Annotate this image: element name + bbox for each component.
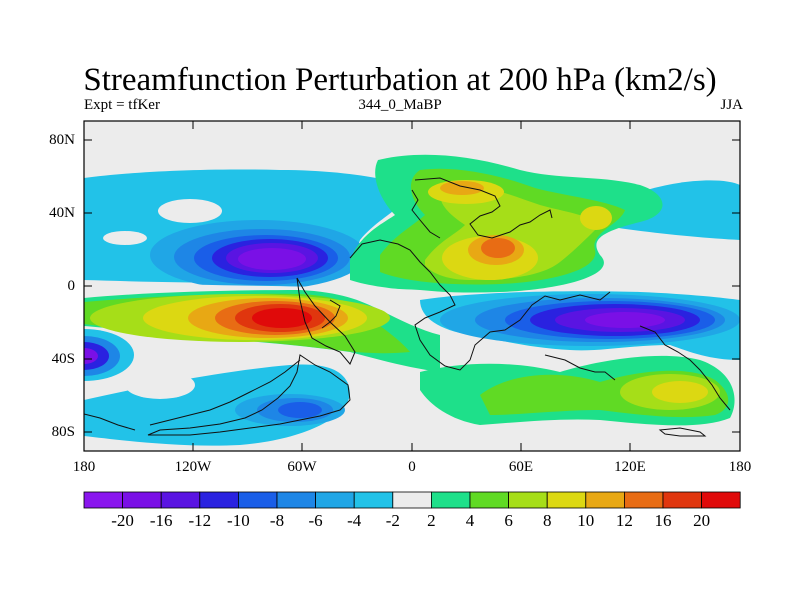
colorbar-label: 2 — [427, 511, 436, 530]
south-america-outline — [147, 354, 351, 436]
case-label: 344_0_MaBP — [358, 97, 442, 113]
southeast-coast-outline — [544, 354, 616, 381]
colorbar-label: 16 — [654, 511, 672, 530]
axis-ticks — [84, 121, 740, 451]
colorbar-label: 8 — [542, 511, 552, 530]
africa-outline — [411, 189, 441, 239]
land-outline — [84, 177, 731, 437]
colorbar-swatch — [199, 491, 239, 509]
lon-label-180e: 180 — [728, 459, 752, 475]
lon-label-60w: 60W — [287, 459, 317, 475]
lat-label-40s: 40S — [51, 351, 75, 367]
lon-label-180w: 180 — [72, 459, 96, 475]
colorbar-label: 20 — [693, 511, 711, 530]
nh-pacific-hole-2 — [103, 231, 147, 245]
colorbar-swatch — [237, 491, 278, 509]
colorbar-swatch — [315, 491, 355, 509]
lon-label-0: 0 — [408, 459, 416, 475]
australia-outline — [639, 325, 731, 411]
season-label: JJA — [720, 97, 743, 113]
streamfunction-field — [84, 121, 740, 451]
colorbar-swatch — [353, 491, 394, 509]
colorbar-label: -2 — [385, 511, 400, 530]
lat-label-80n: 80N — [49, 132, 75, 148]
colorbar-label: 10 — [577, 511, 595, 530]
colorbar-label: -20 — [111, 511, 134, 530]
colorbar-swatch — [585, 491, 625, 509]
lon-label-120w: 120W — [174, 459, 212, 475]
lat-label-40n: 40N — [49, 205, 75, 221]
central-america-outline — [149, 359, 301, 426]
experiment-label: Expt = tfKer — [84, 97, 160, 113]
west-coast-outline — [84, 413, 136, 431]
colorbar-swatch — [469, 491, 509, 509]
colorbar — [83, 491, 741, 509]
lon-label-120e: 120E — [614, 459, 646, 475]
colorbar-swatch — [160, 491, 201, 509]
colorbar-label: -12 — [188, 511, 212, 530]
lat-label-eq: 0 — [67, 278, 76, 294]
sh-highlat-hole — [125, 371, 195, 399]
colorbar-label: 4 — [465, 511, 475, 530]
north-america-outline — [296, 277, 356, 365]
colorbar-label: -8 — [269, 511, 285, 530]
sh-trough-7 — [585, 312, 665, 328]
colorbar-swatch — [662, 491, 702, 509]
colorbar-label: -6 — [308, 511, 323, 530]
lat-label-80s: 80S — [51, 424, 75, 440]
sh-ridge-max — [252, 308, 312, 328]
europe-outline — [349, 239, 611, 371]
chart-title: Streamfunction Perturbation at 200 hPa (… — [83, 62, 717, 98]
colorbar-swatch — [122, 491, 162, 509]
colorbar-label: -4 — [347, 511, 362, 530]
nh-pacific-hole — [158, 199, 222, 223]
colorbar-swatch — [701, 491, 741, 509]
colorbar-swatch — [508, 491, 548, 509]
sh-highlat-blue-3 — [278, 402, 322, 418]
southern-islands-outline — [658, 427, 707, 437]
asia-outline — [414, 177, 553, 239]
sh-west-cyclone-4 — [84, 348, 98, 364]
nh-ridge-red — [481, 238, 515, 258]
colorbar-swatch — [83, 491, 123, 509]
colorbar-label: 12 — [615, 511, 633, 530]
colorbar-swatch — [624, 491, 664, 509]
colorbar-swatch — [430, 491, 471, 509]
colorbar-swatch — [276, 491, 316, 509]
lon-label-60e: 60E — [508, 459, 534, 475]
colorbar-swatch — [392, 491, 432, 509]
nh-ridge-orange-2 — [440, 181, 484, 195]
atlantic-coast-outline — [321, 299, 341, 329]
colorbar-swatch — [546, 491, 587, 509]
sh-east-ridge-yellow — [652, 381, 708, 403]
colorbar-label: -10 — [227, 511, 250, 530]
colorbar-label: 6 — [504, 511, 513, 530]
nh-trough-6 — [238, 248, 306, 270]
nh-ridge-yellow-3 — [580, 206, 612, 230]
colorbar-label: -16 — [149, 511, 173, 530]
